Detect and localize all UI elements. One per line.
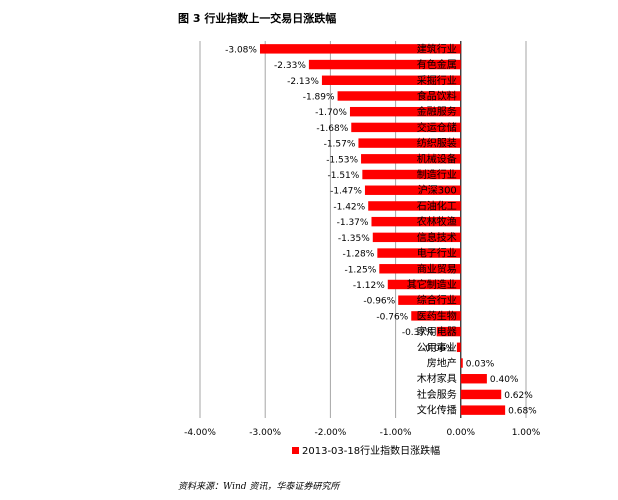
category-label: 其它制造业	[407, 278, 457, 291]
x-tick-label: -4.00%	[184, 428, 216, 438]
bars	[259, 44, 506, 415]
category-label: 机械设备	[417, 152, 457, 165]
category-label: 沪深300	[418, 184, 457, 197]
category-label: 综合行业	[417, 294, 457, 307]
category-label: 房地产	[427, 357, 457, 370]
data-label: 0.03%	[466, 360, 495, 370]
data-label: -2.33%	[274, 61, 306, 71]
bar	[372, 232, 461, 243]
x-tick-label: -3.00%	[249, 428, 281, 438]
category-label: 金融服务	[417, 105, 457, 118]
category-label: 电子行业	[417, 247, 457, 260]
category-label: 信息技术	[417, 231, 457, 244]
data-label: -1.37%	[337, 218, 369, 228]
data-label: -1.68%	[316, 124, 348, 134]
bar	[337, 91, 461, 101]
category-label: 制造行业	[417, 168, 457, 181]
bar	[349, 106, 461, 117]
category-label: 医药生物	[417, 309, 457, 322]
category-labels: 建筑行业有色金属采掘行业食品饮料金融服务交运仓储纺织服装机械设备制造行业沪深30…	[407, 42, 457, 416]
bar	[460, 358, 463, 368]
data-label: -1.70%	[315, 108, 347, 118]
category-label: 采掘行业	[417, 74, 457, 87]
bar	[460, 389, 502, 400]
category-label: 商业贸易	[417, 262, 457, 275]
data-label: -0.06%	[422, 344, 454, 354]
data-label: 0.40%	[490, 375, 519, 385]
category-label: 文化传播	[417, 404, 457, 417]
category-label: 建筑行业	[417, 42, 457, 55]
x-tick-label: 0.00%	[447, 428, 476, 438]
x-tick-label: -2.00%	[314, 428, 346, 438]
bar	[379, 264, 461, 274]
bar	[436, 326, 461, 337]
bar	[321, 75, 461, 85]
x-tick-label: 1.00%	[512, 428, 541, 438]
category-label: 交运仓储	[417, 121, 457, 134]
bar	[351, 122, 461, 133]
data-label: -0.37%	[402, 328, 434, 338]
bar	[411, 311, 461, 321]
category-label: 家用电器	[417, 325, 457, 338]
category-label: 木材家具	[417, 372, 457, 385]
bar	[308, 59, 461, 70]
data-label: -0.96%	[363, 297, 395, 307]
legend-label: 2013-03-18行业指数日涨跌幅	[302, 444, 440, 457]
bar	[398, 295, 461, 305]
data-label: -1.28%	[343, 250, 375, 260]
data-label: -1.25%	[344, 265, 376, 275]
bar	[368, 201, 461, 211]
x-axis-ticks: -4.00% -3.00% -2.00% -1.00% 0.00% 1.00%	[184, 428, 541, 438]
category-label: 食品饮料	[417, 89, 457, 102]
bar	[361, 154, 461, 164]
data-label: -1.53%	[326, 155, 358, 165]
data-label: -1.42%	[333, 202, 365, 212]
data-label: 0.68%	[508, 407, 537, 417]
x-tick-label: -1.00%	[380, 428, 412, 438]
data-label: -0.76%	[376, 312, 408, 322]
data-label: -2.13%	[287, 77, 319, 87]
bar	[456, 342, 461, 353]
bar	[371, 216, 461, 227]
category-label: 社会服务	[417, 388, 457, 401]
data-labels: -3.08% -2.33% -2.13% -1.89% -1.70% -1.68% -1.5…	[225, 45, 537, 416]
data-label: -1.51%	[328, 171, 360, 181]
category-label: 农林牧渔	[417, 215, 457, 228]
category-label: 石油化工	[417, 199, 457, 212]
bar	[460, 405, 506, 415]
legend-swatch	[292, 447, 299, 454]
data-label: -3.08%	[225, 45, 257, 55]
data-label: -1.12%	[353, 281, 385, 291]
figure-title: 图 3 行业指数上一交易日涨跌幅	[178, 12, 337, 25]
bar	[460, 374, 487, 384]
data-label: -1.35%	[338, 234, 370, 244]
data-label: 0.62%	[504, 391, 533, 401]
category-label: 公用事业	[417, 341, 457, 354]
data-label: -1.89%	[303, 92, 335, 102]
bar	[387, 279, 461, 290]
gridlines	[199, 41, 527, 418]
bar	[364, 185, 461, 195]
source-note: 资料来源：Wind 资讯，华泰证券研究所	[178, 482, 340, 492]
bar	[377, 248, 461, 258]
legend: 2013-03-18行业指数日涨跌幅	[292, 444, 440, 457]
data-label: -1.57%	[324, 140, 356, 150]
bar	[259, 44, 461, 54]
bar	[358, 138, 461, 148]
data-label: -1.47%	[330, 187, 362, 197]
category-label: 有色金属	[417, 58, 457, 71]
bar	[362, 169, 461, 180]
category-label: 纺织服装	[417, 137, 457, 150]
